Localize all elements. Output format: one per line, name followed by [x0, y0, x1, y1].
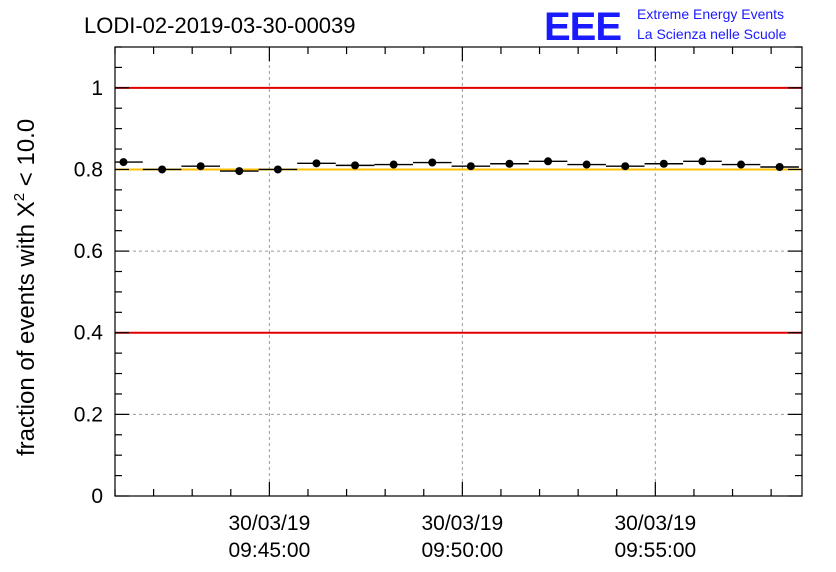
data-point [389, 160, 398, 169]
data-point [351, 161, 360, 170]
tick-labels: 0 0.2 0.4 0.6 0.8 1 30/03/19 09:45:00 30/03/19 09… [74, 77, 696, 562]
data-point [582, 160, 591, 169]
axes [114, 46, 803, 497]
x-tick-date: 30/03/19 [421, 512, 503, 535]
data-point [698, 157, 707, 166]
eee-logo: EEE Extreme Energy Events La Scienza nel… [544, 5, 787, 49]
y-axis-label-tail: < 10.0 [13, 119, 40, 193]
x-tick-date: 30/03/19 [614, 512, 696, 535]
grid-lines [115, 47, 802, 496]
y-tick-label: 0 [91, 485, 103, 508]
y-axis-label-exponent: 2 [11, 193, 28, 201]
data-point [544, 157, 553, 166]
y-axis-label: fraction of events with X2 < 10.0 [11, 119, 40, 456]
y-tick-label: 0.4 [74, 322, 104, 345]
logo-line-1: Extreme Energy Events [637, 6, 784, 22]
data-point [196, 162, 205, 171]
x-tick-time: 09:55:00 [614, 539, 696, 562]
data-point [621, 162, 630, 171]
y-tick-label: 1 [91, 77, 103, 100]
y-tick-label: 0.2 [74, 403, 103, 426]
x-tick-time: 09:45:00 [229, 539, 311, 562]
y-axis-label-symbol: X [13, 201, 40, 217]
logo-mark: EEE [544, 5, 621, 49]
logo-line-2: La Scienza nelle Scuole [637, 26, 787, 42]
data-point [273, 165, 282, 174]
data-point [505, 159, 514, 168]
data-point [659, 159, 668, 168]
data-point [158, 165, 167, 174]
x-tick-time: 09:50:00 [421, 539, 503, 562]
plot-frame [114, 46, 803, 497]
y-tick-label: 0.8 [74, 158, 103, 181]
data-point [775, 163, 784, 172]
data-point [737, 160, 746, 169]
chart-title: LODI-02-2019-03-30-00039 [84, 13, 356, 38]
data-point [428, 158, 437, 167]
x-tick-date: 30/03/19 [229, 512, 311, 535]
y-tick-label: 0.6 [74, 240, 103, 263]
data-point [235, 167, 244, 176]
data-points [115, 157, 799, 176]
reference-lines [115, 86, 802, 334]
data-point [119, 158, 128, 167]
y-axis-label-main: fraction of events with [13, 217, 40, 456]
data-point [466, 162, 475, 171]
data-point [312, 159, 321, 168]
